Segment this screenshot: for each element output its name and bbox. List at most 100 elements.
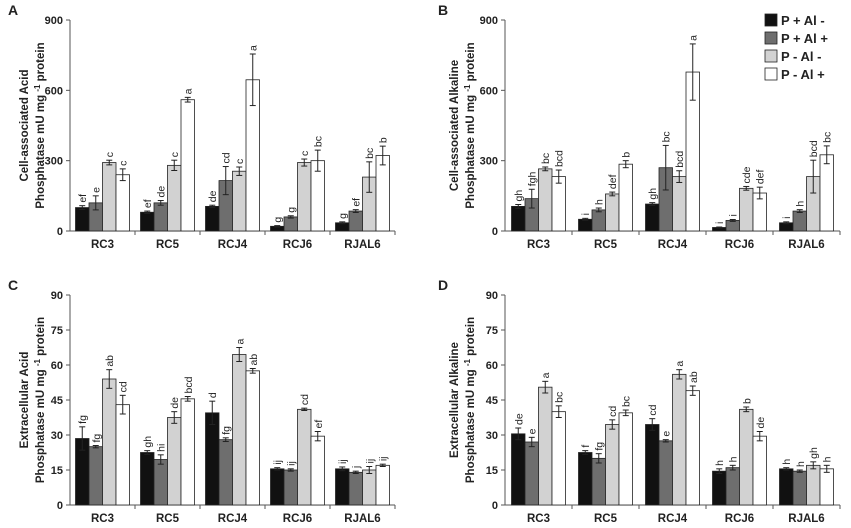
category-label: RCJ6	[283, 239, 312, 251]
panel-letter: A	[8, 2, 18, 18]
bar	[102, 378, 117, 506]
significance-letter: i	[714, 222, 726, 224]
bar	[297, 408, 312, 506]
significance-letter: e	[91, 187, 103, 193]
category-label: RJAL6	[344, 513, 380, 525]
significance-letter: a	[183, 88, 195, 94]
y-tick-label: 15	[486, 465, 498, 477]
bar	[348, 210, 363, 232]
significance-letter: cd	[647, 404, 659, 415]
significance-letter: bcd	[808, 140, 820, 157]
significance-letter: b	[378, 137, 390, 143]
significance-letter: fg	[221, 426, 233, 435]
significance-letter: bc	[621, 396, 633, 407]
legend-label: P + Al -	[781, 13, 825, 28]
y-axis-title-unit: Phosphatase mU mg	[35, 92, 47, 209]
significance-letter: ij	[337, 459, 349, 464]
legend-label: P + Al +	[781, 31, 828, 46]
bar	[658, 440, 673, 506]
y-axis-title-line2: Phosphatase mU mg -1 protein	[33, 42, 48, 208]
significance-letter: fg	[594, 442, 606, 451]
y-axis-title-line2: Phosphatase mU mg -1 protein	[463, 317, 478, 483]
significance-letter: i	[728, 214, 740, 216]
significance-letter: def	[755, 169, 767, 184]
significance-letter: g	[337, 213, 349, 219]
bar	[551, 411, 566, 506]
significance-letter: i	[781, 217, 793, 219]
y-tick-label: 0	[492, 500, 498, 512]
bar	[153, 202, 168, 232]
legend-label: P - Al +	[781, 67, 825, 82]
category-label: RCJ6	[725, 239, 754, 251]
significance-letter: gh	[808, 447, 820, 459]
bar	[578, 218, 593, 232]
bar	[335, 468, 350, 506]
y-tick-label: 45	[51, 395, 63, 407]
bar	[511, 205, 526, 232]
significance-letter: bcd	[183, 376, 195, 393]
bar	[538, 386, 553, 506]
significance-letter: bc	[540, 153, 552, 164]
significance-letter: ef	[142, 199, 154, 208]
bar	[232, 354, 247, 506]
y-tick-label: 45	[486, 395, 498, 407]
bar	[153, 459, 168, 506]
category-label: RJAL6	[788, 513, 824, 525]
y-tick-label: 300	[45, 156, 63, 168]
significance-letter: de	[513, 413, 525, 425]
y-tick-label: 900	[45, 15, 63, 27]
chart-panel-C: C Extracellular Acid Phosphatase mU mg -1 …	[8, 277, 396, 525]
significance-letter: h	[795, 461, 807, 467]
bar	[605, 424, 620, 506]
significance-letter: ef	[77, 194, 89, 203]
bar	[205, 205, 220, 232]
bar	[140, 211, 155, 232]
y-axis-title-line1: Extracellular Acid	[19, 352, 31, 449]
bar	[297, 162, 312, 232]
bar	[205, 412, 220, 506]
bar	[739, 187, 754, 232]
bar	[102, 162, 117, 232]
y-tick-label: 90	[51, 290, 63, 302]
y-axis-title-superscript: -1	[463, 359, 472, 367]
y-axis-title-line1: Cell-associated Alkaline	[449, 60, 461, 191]
bar	[806, 464, 821, 506]
y-axis-title-line2: Phosphatase mU mg -1 protein	[463, 42, 478, 208]
y-axis-title-tail: protein	[35, 317, 47, 359]
bar	[551, 176, 566, 232]
significance-letter: e	[661, 431, 673, 437]
significance-letter: ij	[378, 456, 390, 461]
bar	[218, 439, 233, 506]
y-axis-title-line1: Cell-associated Acid	[19, 69, 31, 181]
panel-letter: D	[438, 277, 448, 293]
bar	[283, 216, 298, 232]
significance-letter: cd	[299, 394, 311, 405]
chart-panel-A: A Cell-associated Acid Phosphatase mU mg -…	[8, 2, 396, 251]
legend: P + Al - P + Al + P - Al - P - Al +	[764, 13, 828, 82]
significance-letter: h	[714, 460, 726, 466]
bar	[524, 441, 539, 506]
significance-letter: a	[234, 339, 246, 345]
significance-letter: de	[207, 190, 219, 202]
bar	[672, 176, 687, 232]
bar	[739, 408, 754, 506]
y-axis-title-unit: Phosphatase mU mg	[35, 366, 47, 483]
bar	[591, 209, 606, 232]
significance-letter: d	[207, 392, 219, 398]
bar	[232, 170, 247, 232]
y-tick-label: 0	[57, 226, 63, 238]
bar	[167, 164, 182, 232]
category-label: RCJ4	[218, 513, 248, 525]
significance-letter: f	[580, 445, 592, 448]
y-axis-title-tail: protein	[35, 42, 47, 84]
significance-letter: j	[351, 466, 363, 469]
significance-letter: bc	[822, 132, 834, 143]
significance-letter: hi	[156, 444, 168, 452]
significance-letter: def	[607, 174, 619, 189]
significance-letter: ab	[688, 371, 700, 383]
bar	[645, 424, 660, 506]
significance-letter: gh	[513, 190, 525, 202]
significance-letter: ij	[286, 461, 298, 466]
bar	[375, 155, 390, 232]
